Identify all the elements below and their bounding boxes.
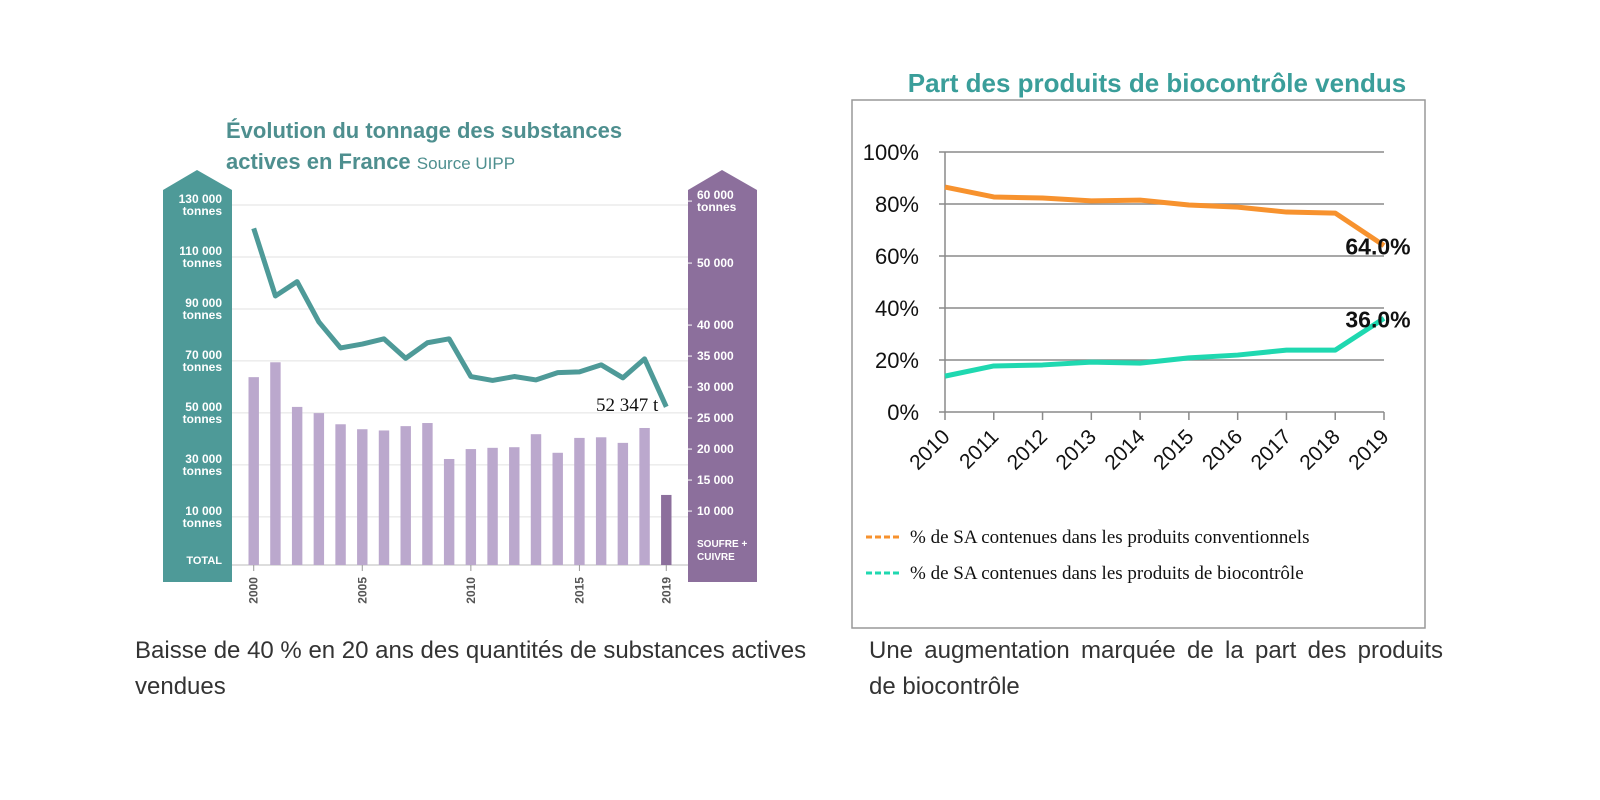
y-tick-label: 50 000 tonnes xyxy=(182,399,222,426)
y-tick-label: 110 000 tonnes xyxy=(179,243,222,270)
chart-title: Évolution du tonnage des substances acti… xyxy=(226,115,666,179)
y-tick-label: 20% xyxy=(875,348,919,373)
y2-tick-label: 10 000 xyxy=(697,504,734,519)
chart-title: Part des produits de biocontrôle vendus xyxy=(908,68,1406,98)
y-tick-label: 60% xyxy=(875,244,919,269)
right-axis-panel xyxy=(688,170,757,582)
bar xyxy=(313,413,325,565)
x-tick-label: 2012 xyxy=(1003,425,1052,474)
y-tick-label: 80% xyxy=(875,192,919,217)
x-tick-label: 2011 xyxy=(955,425,1003,473)
y2-axis-label: SOUFRE + CUIVRE xyxy=(697,539,748,563)
bar xyxy=(639,427,650,565)
bar xyxy=(595,437,607,565)
x-tick-label: 2019 xyxy=(659,577,673,604)
bar xyxy=(552,452,563,565)
x-tick-label: 2010 xyxy=(464,577,478,604)
y-tick-label: 40% xyxy=(875,296,919,321)
y2-tick-label: 40 000 xyxy=(697,318,734,333)
bar xyxy=(530,434,542,565)
caption: Une augmentation marquée de la part des … xyxy=(869,637,1443,700)
x-tick-label: 2010 xyxy=(905,425,954,474)
bar xyxy=(574,437,585,565)
source: Source UIPP xyxy=(416,154,516,173)
x-tick-label: 2013 xyxy=(1052,425,1101,474)
bar xyxy=(270,362,281,565)
x-tick-label: 2017 xyxy=(1247,425,1296,474)
y2-tick-label: 60 000 tonnes xyxy=(697,188,737,215)
bar xyxy=(248,377,259,565)
x-tick-label: 2016 xyxy=(1198,425,1247,474)
chart-frame xyxy=(851,99,1426,629)
y-tick-label: 90 000 tonnes xyxy=(182,295,222,322)
y2-tick-label: 50 000 xyxy=(697,256,734,271)
y2-tick-label: 25 000 xyxy=(697,411,734,426)
x-tick-label: 2019 xyxy=(1344,425,1393,474)
data-label: 36.0% xyxy=(1345,306,1410,332)
x-tick-label: 2015 xyxy=(572,577,586,604)
x-tick-label: 2018 xyxy=(1295,425,1344,474)
bar xyxy=(487,447,498,565)
y2-tick-label: 35 000 xyxy=(697,349,734,364)
data-label: 64.0% xyxy=(1345,234,1410,260)
y-tick-label: 0% xyxy=(887,400,919,425)
bar xyxy=(400,426,411,565)
bar xyxy=(422,423,433,565)
bar xyxy=(291,406,303,565)
left-axis-panel xyxy=(163,170,232,582)
y-tick-label: 70 000 tonnes xyxy=(182,347,222,374)
line xyxy=(944,316,1386,379)
bar xyxy=(661,494,672,565)
y-tick-label: 130 000 tonnes xyxy=(178,191,222,218)
y2-tick-label: 20 000 xyxy=(697,442,734,457)
title-text: Évolution du tonnage des substances acti… xyxy=(226,118,623,174)
line xyxy=(251,227,669,408)
bar xyxy=(465,449,477,565)
y-tick-label: 10 000 tonnes xyxy=(182,503,222,530)
bar xyxy=(378,430,390,565)
y2-tick-label: 15 000 xyxy=(697,473,734,488)
annotation: 52 347 t xyxy=(596,395,659,416)
bar xyxy=(509,447,520,565)
y-tick-label: 100% xyxy=(863,140,919,165)
x-tick-label: 2015 xyxy=(1149,425,1198,474)
y-axis-label: TOTAL xyxy=(186,555,222,567)
caption: Baisse de 40 % en 20 ans des quantités d… xyxy=(135,637,807,700)
bar xyxy=(357,429,368,565)
bar xyxy=(617,442,629,565)
x-tick-label: 2000 xyxy=(247,577,261,604)
bar xyxy=(443,458,455,565)
x-tick-label: 2014 xyxy=(1100,425,1150,475)
legend-label: % de SA contenues dans les produits conv… xyxy=(910,527,1309,548)
bar xyxy=(335,424,346,565)
legend-label: % de SA contenues dans les produits de b… xyxy=(910,563,1304,584)
y2-tick-label: 30 000 xyxy=(697,380,734,395)
x-tick-label: 2005 xyxy=(355,577,369,604)
y-tick-label: 30 000 tonnes xyxy=(182,451,222,478)
line xyxy=(944,184,1386,248)
